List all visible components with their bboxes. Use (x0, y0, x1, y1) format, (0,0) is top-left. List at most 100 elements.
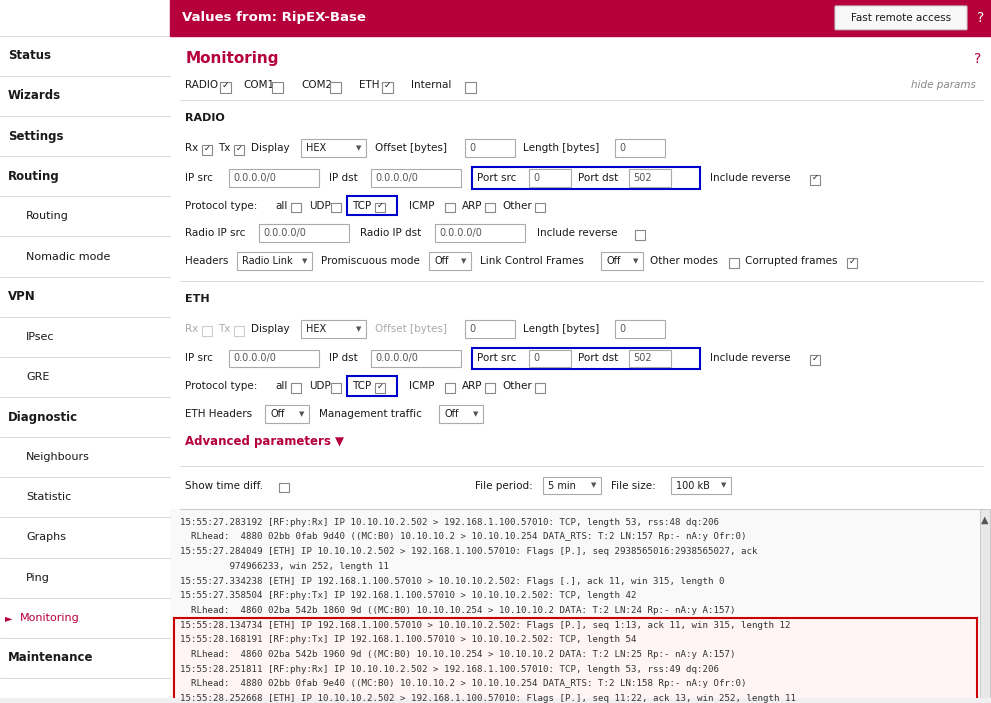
Bar (979, 510, 989, 698)
Bar (279, 482, 289, 493)
Text: Port src: Port src (478, 173, 517, 183)
Text: File size:: File size: (611, 481, 656, 491)
Text: ✓: ✓ (204, 143, 211, 153)
Text: Statistic: Statistic (26, 492, 71, 503)
Bar (202, 325, 212, 335)
Bar (291, 383, 301, 393)
Bar (445, 383, 456, 393)
Text: Length [bytes]: Length [bytes] (523, 143, 600, 153)
Text: 15:55:28.168191 [RF:phy:Tx] IP 192.168.1.100.57010 > 10.10.10.2.502: TCP, length: 15:55:28.168191 [RF:phy:Tx] IP 192.168.1… (180, 636, 637, 645)
Text: Protocol type:: Protocol type: (185, 381, 258, 392)
Text: Fast remote access: Fast remote access (851, 13, 951, 23)
Text: 15:55:27.283192 [RF:phy:Rx] IP 10.10.10.2.502 > 192.168.1.100.57010: TCP, length: 15:55:27.283192 [RF:phy:Rx] IP 10.10.10.… (180, 518, 719, 527)
Bar (372, 169, 462, 187)
Text: HEX: HEX (306, 143, 327, 153)
Text: Tx: Tx (218, 143, 231, 153)
Text: TCP: TCP (353, 381, 372, 392)
Text: Radio Link: Radio Link (243, 256, 293, 266)
Text: TCP: TCP (353, 200, 372, 210)
Text: Nomadic mode: Nomadic mode (26, 252, 110, 262)
Text: ✓: ✓ (812, 173, 819, 182)
Text: 15:55:28.134734 [ETH] IP 192.168.1.100.57010 > 10.10.10.2.502: Flags [P.], seq 1: 15:55:28.134734 [ETH] IP 192.168.1.100.5… (180, 621, 791, 630)
FancyBboxPatch shape (835, 6, 967, 30)
Bar (301, 320, 367, 337)
Bar (535, 202, 545, 212)
Text: ✓: ✓ (377, 382, 384, 391)
Text: Other: Other (502, 381, 532, 392)
Text: Link Control Frames: Link Control Frames (481, 256, 585, 266)
Bar (235, 325, 245, 335)
Text: ▼: ▼ (356, 145, 362, 151)
Bar (543, 477, 602, 494)
Text: ICMP: ICMP (409, 381, 435, 392)
Bar (486, 202, 496, 212)
Bar (729, 258, 739, 268)
Bar (376, 202, 385, 212)
Text: 15:55:27.284049 [ETH] IP 10.10.10.2.502 > 192.168.1.100.57010: Flags [P.], seq 2: 15:55:27.284049 [ETH] IP 10.10.10.2.502 … (180, 547, 758, 556)
Text: Display: Display (252, 323, 290, 334)
Bar (615, 139, 665, 157)
Text: IP dst: IP dst (329, 173, 358, 183)
Bar (0, 0, 170, 698)
Text: Other: Other (502, 200, 532, 210)
Text: ✓: ✓ (236, 143, 243, 153)
Bar (331, 383, 342, 393)
Bar (435, 224, 525, 243)
Text: Diagnostic: Diagnostic (8, 411, 78, 424)
Text: RLhead:  4860 02ba 542b 1960 9d ((MC:B0) 10.10.10.254 > 10.10.10.2 DATA: T:2 LN:: RLhead: 4860 02ba 542b 1960 9d ((MC:B0) … (180, 650, 736, 659)
Text: ▼: ▼ (299, 411, 304, 417)
Text: Tx: Tx (218, 323, 231, 334)
Text: all: all (275, 381, 287, 392)
Text: Status: Status (8, 49, 51, 63)
Text: Port dst: Port dst (579, 173, 618, 183)
Bar (260, 224, 350, 243)
Text: Rx: Rx (185, 143, 199, 153)
Text: ETH: ETH (185, 294, 210, 304)
Bar (230, 169, 319, 187)
Text: ▼: ▼ (473, 411, 479, 417)
Text: 15:55:28.252668 [ETH] IP 10.10.10.2.502 > 192.168.1.100.57010: Flags [P.], seq 1: 15:55:28.252668 [ETH] IP 10.10.10.2.502 … (180, 694, 797, 703)
Text: Monitoring: Monitoring (185, 51, 278, 66)
Text: Radio IP dst: Radio IP dst (361, 228, 422, 238)
Bar (629, 349, 672, 368)
Bar (439, 405, 484, 423)
Text: VPN: VPN (8, 290, 36, 303)
Text: Display: Display (252, 143, 290, 153)
Text: Neighbours: Neighbours (26, 452, 90, 462)
Bar (635, 231, 645, 240)
Text: Management traffic: Management traffic (319, 409, 422, 419)
Text: Internal: Internal (411, 80, 452, 91)
Bar (535, 383, 545, 393)
Text: hide params: hide params (911, 80, 976, 91)
Text: ▼: ▼ (302, 258, 307, 264)
Text: 100 kB: 100 kB (677, 481, 711, 491)
Text: ETH Headers: ETH Headers (185, 409, 253, 419)
Text: 0.0.0.0/0: 0.0.0.0/0 (264, 228, 306, 238)
Text: 0.0.0.0/0: 0.0.0.0/0 (376, 354, 418, 363)
Bar (615, 320, 665, 337)
Bar (672, 477, 731, 494)
Text: RADIO: RADIO (185, 80, 219, 91)
Text: Port dst: Port dst (579, 354, 618, 363)
Bar (372, 349, 462, 368)
Text: 0.0.0.0/0: 0.0.0.0/0 (234, 354, 276, 363)
Bar (170, 36, 991, 698)
Text: Routing: Routing (8, 169, 59, 183)
Text: Promiscuous mode: Promiscuous mode (321, 256, 420, 266)
Text: Off: Off (606, 256, 620, 266)
Bar (174, 618, 977, 703)
Bar (383, 82, 392, 93)
Text: 0: 0 (533, 173, 539, 183)
Text: UDP: UDP (309, 200, 331, 210)
Text: COM1: COM1 (244, 80, 275, 91)
Text: all: all (275, 200, 287, 210)
Text: ▼: ▼ (461, 258, 467, 264)
Bar (473, 167, 701, 188)
Text: IP dst: IP dst (329, 354, 358, 363)
Text: ✓: ✓ (377, 201, 384, 210)
Bar (529, 169, 572, 187)
Text: Off: Off (434, 256, 449, 266)
Text: Corrupted frames: Corrupted frames (745, 256, 838, 266)
Bar (266, 405, 309, 423)
Bar (376, 383, 385, 393)
